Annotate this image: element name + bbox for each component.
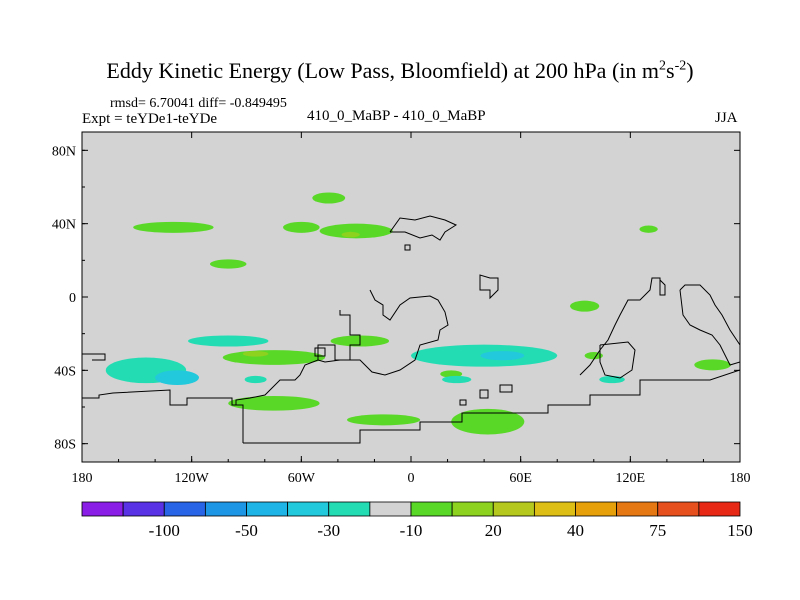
colorbar-swatch (410, 501, 453, 517)
x-tick-label: 120E (616, 471, 646, 486)
coastline-layer (82, 215, 740, 444)
coastline-asia-australia (579, 277, 740, 379)
coastline-eurasia (389, 215, 499, 300)
colorbar-label: 20 (485, 521, 502, 540)
colorbar-swatch (575, 501, 618, 517)
colorbar-swatch (163, 501, 206, 517)
anomaly-region-20 (584, 352, 603, 360)
anomaly-region-4 (319, 223, 393, 239)
anomaly-region-7 (639, 225, 658, 233)
colorbar-swatch (451, 501, 494, 517)
anomaly-region-10 (188, 335, 269, 347)
colorbar-swatch (81, 501, 124, 517)
colorbar-swatch (657, 501, 700, 517)
colorbar-swatch (204, 501, 247, 517)
comparison-label: 410_0_MaBP - 410_0_MaBP (307, 108, 486, 124)
colorbar-swatch (369, 501, 412, 517)
anomaly-region-21 (694, 359, 731, 371)
anomaly-region-3 (209, 259, 247, 269)
colorbar-swatch (616, 501, 659, 517)
y-tick-label: 80S (54, 438, 76, 453)
coastline-africa (317, 289, 449, 376)
x-tick-label: 60E (509, 471, 532, 486)
colorbar-swatch (698, 501, 741, 517)
colorbar-label: 40 (567, 521, 584, 540)
anomaly-region-11 (222, 350, 326, 365)
anomaly-region-16 (228, 396, 320, 411)
y-axis: 80N 40N 0 40S 80S (52, 144, 740, 453)
colorbar-label: 150 (727, 521, 753, 540)
x-tick-label: 120W (175, 471, 210, 486)
anomaly-region-15 (480, 351, 525, 361)
y-tick-label: 80N (52, 144, 76, 159)
y-tick-label: 0 (69, 291, 76, 306)
colorbar-label: -30 (317, 521, 340, 540)
colorbar-label: -10 (400, 521, 423, 540)
anomaly-region-2 (312, 192, 346, 204)
colorbar-label: -100 (149, 521, 180, 540)
x-tick-label: 60W (288, 471, 316, 486)
anomaly-region-22 (440, 370, 463, 378)
anomaly-layer (105, 192, 731, 435)
x-axis: 180 120W 60W 0 60E 120E 180 (72, 132, 751, 486)
y-tick-label: 40N (52, 218, 76, 233)
colorbar-swatch (492, 501, 535, 517)
colorbar-swatch (533, 501, 576, 517)
x-tick-label: 0 (408, 471, 415, 486)
chart-title: Eddy Kinetic Energy (Low Pass, Bloomfiel… (106, 58, 694, 83)
anomaly-region-6 (570, 300, 600, 312)
coastline-antarctic-islands (314, 347, 513, 406)
colorbar: -100 -50 -30 -10 20 40 75 150 (81, 501, 753, 540)
plot-background (82, 132, 740, 462)
coastline-south-america (235, 310, 361, 405)
anomaly-region-1 (283, 221, 320, 233)
x-tick-label: 180 (730, 471, 751, 486)
colorbar-label: 75 (649, 521, 666, 540)
rmsd-diff-label: rmsd= 6.70041 diff= -0.849495 (110, 96, 287, 111)
anomaly-region-18 (451, 408, 525, 435)
colorbar-swatch (328, 501, 371, 517)
anomaly-region-0 (133, 221, 214, 233)
anomaly-region-17 (347, 414, 421, 426)
x-tick-label: 180 (72, 471, 93, 486)
anomaly-region-24 (442, 375, 472, 384)
season-label: JJA (715, 110, 738, 126)
anomaly-region-9 (155, 370, 199, 385)
colorbar-swatch (122, 501, 165, 517)
anomaly-region-23 (244, 375, 267, 384)
anomaly-region-12 (242, 351, 269, 357)
anomaly-region-5 (341, 231, 360, 238)
colorbar-label: -50 (235, 521, 258, 540)
colorbar-swatch (246, 501, 289, 517)
coastline-antarctica (82, 353, 740, 444)
colorbar-swatch (287, 501, 330, 517)
y-tick-label: 40S (54, 364, 76, 379)
experiment-label: Expt = teYDe1-teYDe (82, 111, 218, 127)
